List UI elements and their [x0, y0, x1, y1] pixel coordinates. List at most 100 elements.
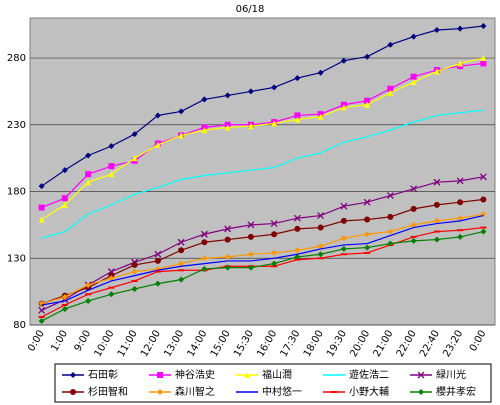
x-tick-label: 9:00 [73, 329, 94, 354]
marker [85, 152, 92, 159]
marker [178, 276, 185, 283]
marker [224, 264, 231, 271]
marker [247, 251, 254, 258]
x-tick-label: 10:00 [93, 329, 117, 359]
marker [271, 260, 278, 267]
x-tick-label: 22:00 [395, 329, 419, 359]
marker [247, 264, 254, 271]
series-line [41, 25, 484, 187]
x-tick-label: 0:00 [26, 329, 47, 354]
marker [294, 253, 301, 260]
marker [410, 33, 417, 40]
marker [387, 240, 394, 247]
marker [131, 261, 138, 268]
legend-label: 中村悠一 [262, 385, 302, 398]
marker [157, 389, 163, 395]
marker [85, 281, 92, 288]
legend-label: 森川智之 [175, 385, 215, 398]
legend-item: 福山潤 [236, 368, 292, 381]
marker [340, 104, 347, 111]
marker [364, 244, 371, 251]
marker [85, 297, 92, 304]
marker [247, 233, 254, 240]
marker [85, 179, 92, 186]
marker [38, 183, 45, 190]
marker [61, 201, 68, 208]
marker [154, 257, 161, 264]
marker [177, 238, 185, 246]
marker [38, 317, 45, 324]
marker [364, 216, 371, 223]
legend-item: 櫻井孝宏 [410, 385, 476, 398]
marker [131, 268, 138, 275]
x-tick-label: 17:30 [279, 329, 303, 359]
marker [317, 224, 324, 231]
x-tick-label: 15:00 [209, 329, 233, 359]
marker [38, 204, 45, 211]
marker [433, 68, 440, 75]
series-line [41, 213, 484, 305]
marker [433, 201, 440, 208]
marker [456, 177, 464, 185]
x-tick-label: 19:30 [325, 329, 349, 359]
marker [108, 163, 115, 170]
series-line [41, 62, 484, 209]
series-line [41, 214, 484, 306]
marker [480, 228, 487, 235]
legend-label: 福山潤 [262, 368, 292, 381]
marker [363, 198, 371, 206]
marker [387, 228, 394, 235]
marker [364, 231, 371, 238]
series-line [41, 57, 484, 221]
marker [364, 101, 371, 108]
marker [201, 239, 208, 246]
x-tick-label: 1:00 [49, 329, 70, 354]
marker [294, 116, 301, 123]
marker [154, 250, 162, 258]
marker [410, 237, 417, 244]
legend-item: 神谷浩史 [149, 368, 215, 381]
series-line [41, 230, 484, 322]
x-tick-label: 20:00 [348, 329, 372, 359]
marker [387, 85, 394, 92]
marker [201, 265, 208, 272]
marker [154, 280, 161, 287]
legend-item: 杉田智和 [62, 385, 128, 398]
x-tick-label: 14:00 [186, 329, 210, 359]
marker [178, 260, 185, 267]
legend-item: 石田彰 [62, 368, 118, 381]
legend-label: 遊佐浩二 [349, 368, 389, 381]
marker [410, 205, 417, 212]
marker [457, 215, 464, 222]
marker [386, 192, 394, 199]
marker [294, 225, 301, 232]
marker [38, 306, 46, 314]
x-tick-label: 12:00 [139, 329, 163, 359]
y-tick-label: 130 [7, 253, 26, 264]
marker [457, 199, 464, 206]
x-tick-label: 11:00 [116, 329, 140, 359]
legend-label: 櫻井孝宏 [436, 385, 476, 398]
marker [200, 230, 208, 238]
marker [38, 216, 45, 223]
marker [244, 372, 250, 378]
marker [201, 96, 208, 103]
marker [410, 73, 417, 80]
marker [317, 212, 325, 220]
x-tick-label: 18:00 [302, 329, 326, 359]
marker [108, 143, 115, 150]
marker [271, 84, 278, 91]
marker [201, 255, 208, 262]
marker [410, 79, 417, 86]
x-tick-label: 22:40 [418, 329, 442, 359]
marker [433, 27, 440, 34]
marker [364, 97, 371, 104]
marker [61, 293, 68, 300]
marker [70, 389, 76, 395]
marker [108, 291, 115, 298]
marker [70, 372, 76, 378]
marker [364, 53, 371, 60]
legend [54, 363, 492, 403]
x-tick-label: 0:00 [468, 329, 489, 354]
